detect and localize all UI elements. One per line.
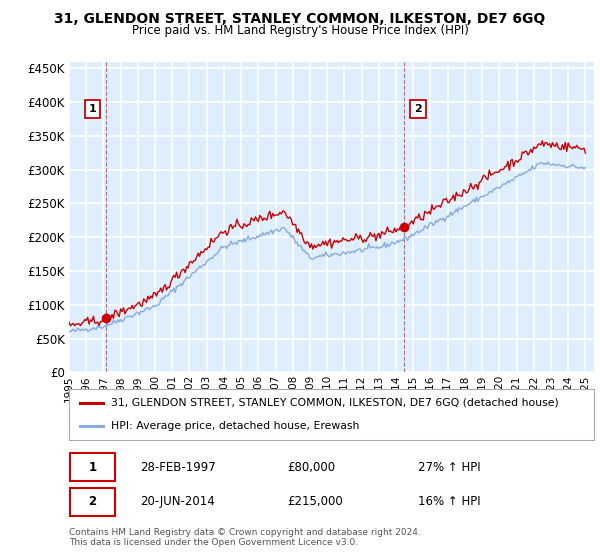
Text: 31, GLENDON STREET, STANLEY COMMON, ILKESTON, DE7 6GQ: 31, GLENDON STREET, STANLEY COMMON, ILKE… (55, 12, 545, 26)
FancyBboxPatch shape (70, 453, 115, 481)
Text: £215,000: £215,000 (287, 496, 343, 508)
Text: 28-FEB-1997: 28-FEB-1997 (140, 460, 215, 474)
Text: 2: 2 (414, 104, 422, 114)
Text: Contains HM Land Registry data © Crown copyright and database right 2024.
This d: Contains HM Land Registry data © Crown c… (69, 528, 421, 547)
Text: 31, GLENDON STREET, STANLEY COMMON, ILKESTON, DE7 6GQ (detached house): 31, GLENDON STREET, STANLEY COMMON, ILKE… (111, 398, 559, 408)
FancyBboxPatch shape (70, 488, 115, 516)
Text: 2: 2 (89, 496, 97, 508)
Text: 27% ↑ HPI: 27% ↑ HPI (418, 460, 481, 474)
Text: Price paid vs. HM Land Registry's House Price Index (HPI): Price paid vs. HM Land Registry's House … (131, 24, 469, 36)
Text: 1: 1 (89, 104, 96, 114)
Text: HPI: Average price, detached house, Erewash: HPI: Average price, detached house, Erew… (111, 421, 359, 431)
Text: 1: 1 (89, 460, 97, 474)
Text: £80,000: £80,000 (287, 460, 335, 474)
Text: 16% ↑ HPI: 16% ↑ HPI (418, 496, 481, 508)
Text: 20-JUN-2014: 20-JUN-2014 (140, 496, 215, 508)
